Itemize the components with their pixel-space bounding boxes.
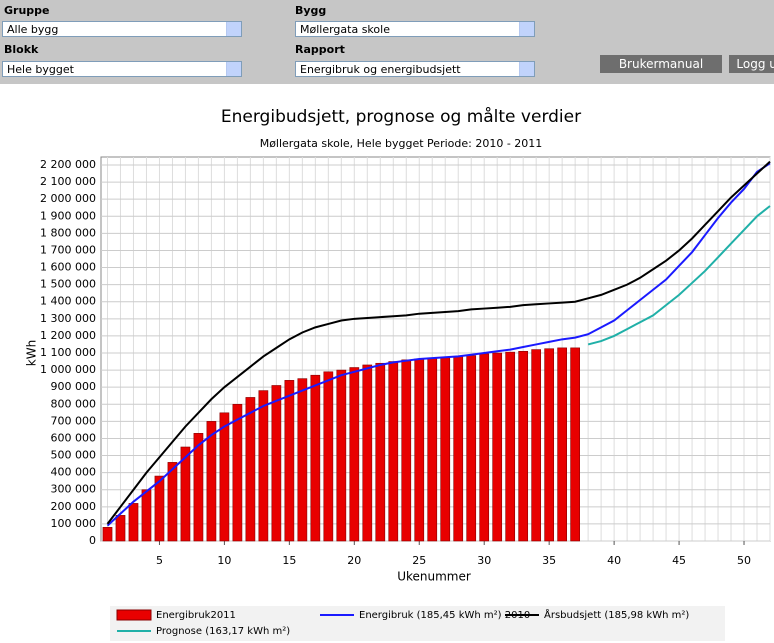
x-tick-label: 15 [282,554,296,567]
chart-subtitle: Møllergata skole, Hele bygget Periode: 2… [260,137,543,150]
bar [570,347,580,542]
bar [440,356,451,542]
legend-box [110,606,725,641]
bar [232,403,243,542]
field-label: Rapport [295,43,345,56]
y-tick-label: 200 000 [51,500,97,513]
y-tick-label: 1 700 000 [40,243,96,256]
y-axis-label: kWh [25,340,39,366]
button[interactable]: Logg ut [729,55,774,73]
field-label: Gruppe [4,4,50,17]
legend-label: Energibruk (185,45 kWh m²) 2010 [359,610,530,621]
y-tick-label: 600 000 [51,431,97,444]
line [106,162,771,527]
bar [544,348,555,542]
dropdown[interactable]: Møllergata skole [295,21,535,37]
bar [219,412,230,542]
bar [180,446,191,542]
y-tick-label: 1 600 000 [40,261,96,274]
x-tick-label: 25 [412,554,426,567]
bar [115,515,126,542]
legend-label: Prognose (163,17 kWh m²) [156,626,290,637]
y-tick-label: 1 900 000 [40,209,96,222]
bar [349,367,360,542]
legend-label: Energibruk2011 [156,610,236,621]
bar [518,350,529,542]
bar [245,397,256,542]
header: Gruppe Alle bygg Bygg Møllergata skole B… [0,0,774,84]
bar [193,433,204,542]
bar [531,349,542,542]
bar [375,362,386,542]
x-tick-label: 50 [737,554,751,567]
bar [336,369,347,542]
y-tick-label: 1 500 000 [40,278,96,291]
bar [401,359,412,542]
y-tick-label: 500 000 [51,449,97,462]
x-tick-label: 40 [607,554,621,567]
button[interactable]: Brukermanual [600,55,722,73]
legend-swatch [116,609,152,621]
bar [466,355,477,542]
y-tick-label: 2 100 000 [40,175,96,188]
bar [427,357,438,542]
bar [102,527,113,542]
bar [271,385,282,542]
bar [154,475,165,542]
y-tick-label: 400 000 [51,466,97,479]
y-tick-label: 1 100 000 [40,346,96,359]
x-tick-label: 45 [672,554,686,567]
x-tick-label: 30 [477,554,491,567]
y-tick-label: 300 000 [51,483,97,496]
bar [128,503,139,542]
dropdown[interactable]: Energibruk og energibudsjett [295,61,535,77]
bar [388,361,399,542]
line [106,160,771,525]
x-tick-label: 35 [542,554,556,567]
bar [297,378,308,542]
bar [284,380,295,542]
line [587,205,771,346]
bar [479,353,490,542]
bar [362,364,373,542]
bar [323,371,334,542]
y-tick-label: 0 [89,534,96,547]
field-label: Bygg [295,4,327,17]
legend-label: Årsbudsjett (185,98 kWh m²) [544,608,689,621]
y-tick-label: 1 000 000 [40,363,96,376]
y-tick-label: 1 400 000 [40,295,96,308]
y-tick-label: 800 000 [51,397,97,410]
y-tick-label: 2 200 000 [40,158,96,171]
dropdown[interactable]: Alle bygg [2,21,242,37]
bar [492,352,503,542]
y-tick-label: 900 000 [51,380,97,393]
field-label: Blokk [4,43,39,56]
bar [206,421,217,542]
bar [557,347,568,542]
bar [141,489,152,542]
bar [453,356,464,542]
bar [414,358,425,542]
y-tick-label: 100 000 [51,517,97,530]
dropdown[interactable]: Hele bygget [2,61,242,77]
y-tick-label: 700 000 [51,414,97,427]
y-tick-label: 1 300 000 [40,312,96,325]
y-tick-label: 1 800 000 [40,226,96,239]
bar [258,390,269,542]
chart-title: Energibudsjett, prognose og målte verdie… [221,106,581,127]
y-tick-label: 2 000 000 [40,192,96,205]
x-tick-label: 5 [156,554,163,567]
x-tick-label: 20 [347,554,361,567]
bar [310,374,321,542]
y-tick-label: 1 200 000 [40,329,96,342]
bar [505,351,516,542]
bar [167,462,178,542]
x-tick-label: 10 [217,554,231,567]
x-axis-label: Ukenummer [397,570,471,584]
